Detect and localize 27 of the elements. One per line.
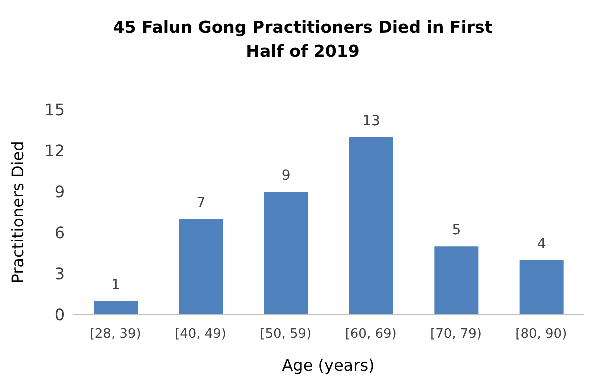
y-tick-label: 15 [44, 100, 65, 120]
data-label: 4 [537, 236, 546, 252]
x-tick-label: [60, 69) [345, 327, 397, 342]
bar [520, 260, 564, 315]
bar [94, 301, 138, 315]
x-tick-label: [70, 79) [430, 327, 482, 342]
bar [350, 137, 394, 315]
x-tick-label: [80, 90) [516, 327, 568, 342]
y-tick-label: 9 [54, 182, 65, 202]
data-label: 13 [362, 113, 380, 130]
data-label: 1 [112, 277, 120, 294]
x-tick-label: [50, 59) [260, 327, 312, 342]
bar [179, 219, 224, 315]
x-axis-title: Age (years) [282, 356, 375, 375]
data-label: 9 [282, 168, 291, 184]
y-axis-title: Practitioners Died [8, 141, 28, 284]
bar [264, 192, 308, 315]
y-tick-label: 6 [54, 224, 65, 243]
x-tick-label: [28, 39) [90, 327, 142, 342]
x-tick-label: [40, 49) [175, 327, 226, 342]
data-label: 5 [452, 222, 462, 239]
bar [434, 246, 479, 315]
chart-title: 45 Falun Gong Practitioners Died in First Half of 2019 [112, 17, 494, 63]
y-tick-label: 0 [54, 306, 65, 325]
data-label: 7 [196, 195, 206, 212]
y-tick-label: 12 [44, 142, 65, 161]
y-tick-label: 3 [54, 264, 65, 284]
